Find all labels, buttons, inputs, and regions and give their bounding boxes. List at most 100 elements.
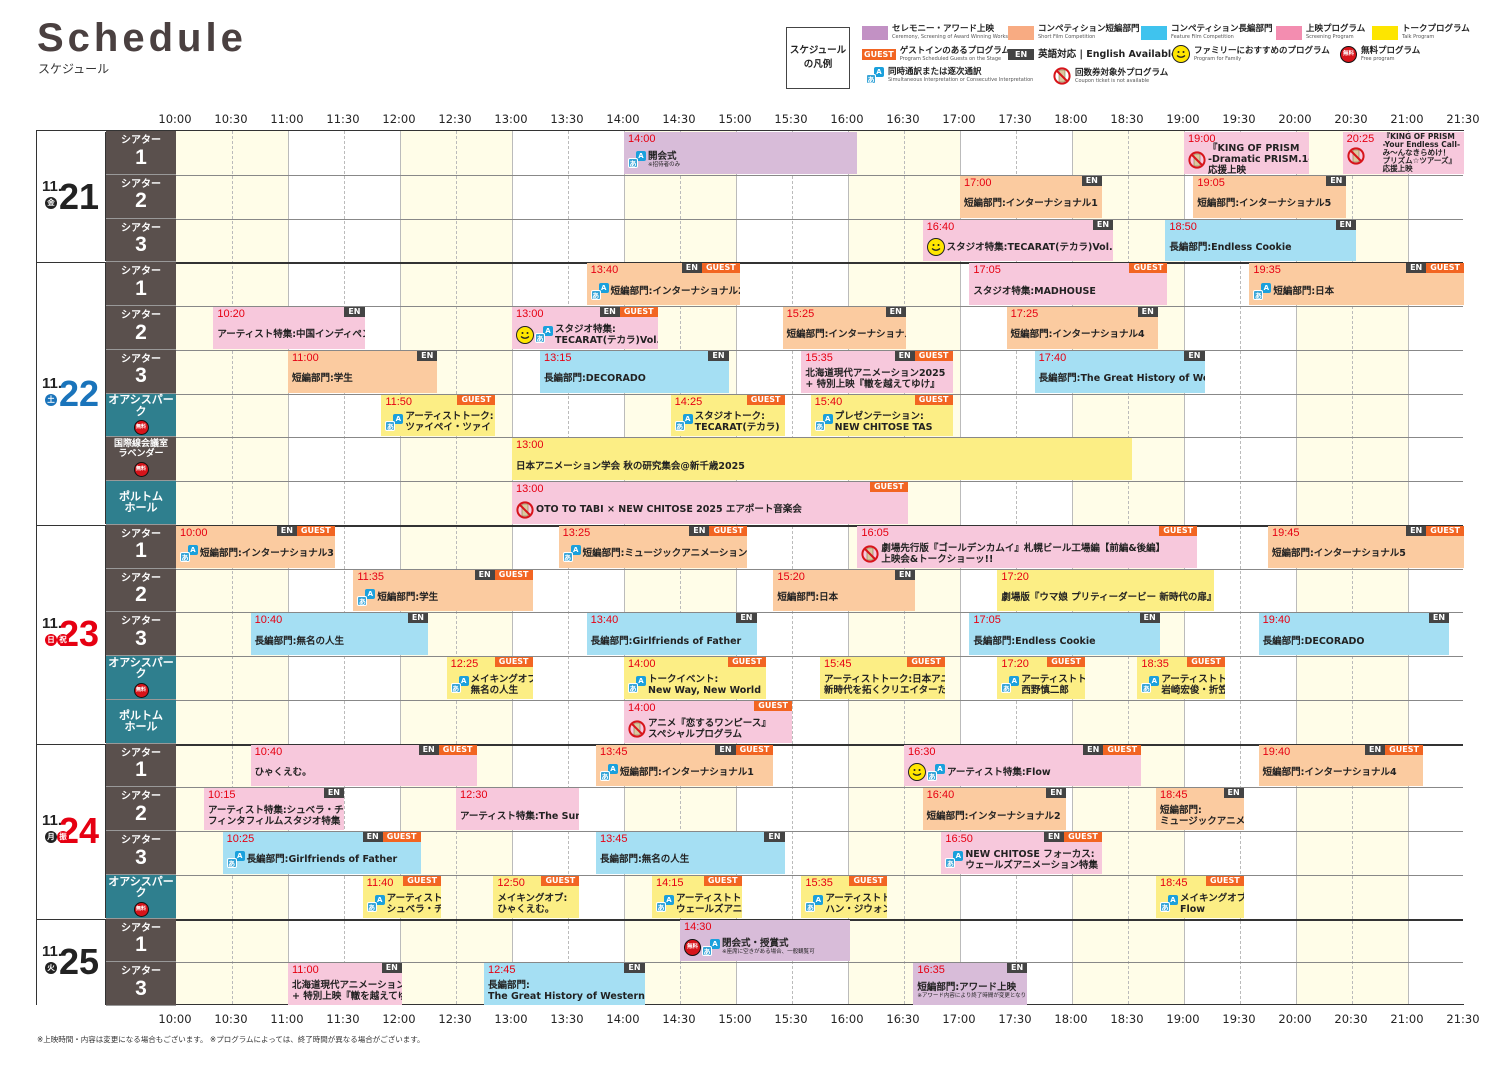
schedule-grid: 11. 21 金シアター 1 14:00 A あ開会式 ※招待者のみ 19:00 『KING OF… — [36, 130, 1464, 1006]
program-block[interactable]: 13:45 EN 長編部門:無名の人生 — [596, 832, 785, 874]
program-block[interactable]: 17:05 EN 長編部門:Endless Cookie — [969, 613, 1160, 655]
start-time: 10:40 — [254, 745, 283, 758]
guest-badge: GUEST — [862, 49, 896, 60]
program-block[interactable]: 10:20 EN アーティスト特集:中国インディペンデント新鋭作家特集 — [213, 307, 365, 349]
program-block[interactable]: 17:40 EN 長編部門:The Great History of Western… — [1034, 350, 1205, 393]
badges: EN GUEST — [599, 307, 658, 317]
program-block[interactable]: 19:05 EN 短編部門:インターナショナル5 — [1193, 175, 1347, 218]
program-block[interactable]: 18:50 EN 長編部門:Endless Cookie — [1165, 219, 1356, 262]
program-block[interactable]: 15:35 EN GUEST 北海道現代アニメーション2025 + 特別上映『轍を越えて… — [801, 350, 953, 393]
program-block[interactable]: 16:35 EN 短編部門:アワード上映 ※アワード内容により終了時間が変更となります — [913, 963, 1028, 1005]
badges: EN GUEST — [418, 744, 477, 755]
program-block[interactable]: 20:25 『KING OF PRISM -Your Endless Call- み～… — [1342, 132, 1464, 174]
program-block[interactable]: 10:00 EN GUEST A あ短編部門:インターナショナル3 — [176, 525, 335, 568]
guest-badge: GUEST — [619, 307, 658, 317]
program-block[interactable]: 12:30 アーティスト特集:The Summer/あの夏 — [456, 788, 580, 830]
venue-label: オアシスパーク 無料 — [106, 393, 176, 438]
interp-a: A — [1149, 676, 1160, 687]
program-title: 短編部門:インターナショナル4 — [1263, 767, 1397, 778]
program-block[interactable]: 13:40 EN GUEST A あ短編部門:インターナショナル2 — [586, 263, 740, 305]
program-block[interactable]: 13:40 EN 長編部門:Girlfriends of Father — [586, 613, 757, 655]
family-icon — [926, 238, 945, 257]
legend-screening: 上映プログラム Screening Program — [1276, 24, 1365, 41]
program-block[interactable]: 10:25 EN GUEST A あ長編部門:Girlfriends of Father — [222, 832, 421, 874]
time-tick-label: 18:30 — [1110, 112, 1144, 126]
venue-name-2: ホール — [124, 501, 158, 515]
program-block[interactable]: 16:05 GUEST 劇場先行版『ゴールデンカムイ』札幌ビール工場編【前編&後編】… — [857, 525, 1198, 568]
program-block[interactable]: 15:45 GUEST アーティストトーク:日本アニメの新時代を拓くクリエイターたち — [820, 657, 946, 699]
title-line: アーティスト特集:The Summer/あの夏 — [460, 810, 579, 822]
program-block[interactable]: 13:25 EN GUEST A あ短編部門:ミュージックアニメーション — [558, 525, 748, 568]
program-block[interactable]: 17:25 EN 短編部門:インターナショナル4 — [1006, 307, 1158, 349]
program-block[interactable]: 16:50 EN GUEST A あ NEW CHITOSE フォーカス: ウェールズアニメ… — [941, 832, 1102, 874]
program-block[interactable]: 11:00 EN 北海道現代アニメーション2025+ 特別上映『轍を越えてゆけ』 — [288, 963, 402, 1005]
program-block[interactable]: 14:00 GUEST アニメ『恋するワンピース』 スペシャルプログラム — [624, 700, 792, 743]
program-block[interactable]: 10:40 EN GUEST ひゃくえむ。 — [250, 744, 477, 787]
program-block[interactable]: 11:50 GUEST A あアーティストトーク: ツァイペイ・ツァイ — [381, 394, 496, 437]
badges: GUEST — [703, 875, 742, 886]
program-block[interactable]: 15:20 EN 短編部門:日本 — [773, 569, 916, 612]
program-block[interactable]: 19:40 EN GUEST 短編部門:インターナショナル4 — [1258, 744, 1423, 787]
time-tick-label: 12:30 — [438, 112, 472, 126]
program-block[interactable]: 15:40 GUEST A あプレゼンテーション: NEW CHITOSE TAS — [810, 394, 953, 437]
guest-badge: GUEST — [869, 482, 908, 492]
program-block[interactable]: 19:35 EN GUEST A あ短編部門:日本 — [1249, 263, 1464, 305]
legend-sub: Program for Family — [1194, 55, 1242, 62]
interp-j: あ — [366, 902, 377, 913]
program-block[interactable]: 13:45 EN GUEST A あ短編部門:インターナショナル1 — [596, 744, 774, 787]
program-block[interactable]: 17:00 EN 短編部門:インターナショナル1 — [960, 175, 1102, 218]
program-block[interactable]: 13:00 EN GUEST A あスタジオ特集: TECARAT(テカラ)Vol.2 — [512, 307, 658, 349]
program-block[interactable]: 17:05 GUEST スタジオ特集:MADHOUSE — [969, 263, 1168, 305]
program-block[interactable]: 19:45 EN GUEST 短編部門:インターナショナル5 — [1268, 525, 1464, 568]
program-block[interactable]: 10:40 EN 長編部門:無名の人生 — [250, 613, 428, 655]
venue-name: シアター — [121, 791, 161, 803]
program-block[interactable]: 10:15 EN アーティスト特集:シュベラ・チャデシュとフィンタフィルムスタジオ特… — [204, 788, 344, 830]
interp-a: A — [188, 545, 198, 556]
program-block[interactable]: 15:25 EN 短編部門:インターナショナル3 — [782, 307, 906, 349]
time-tick-label: 16:30 — [886, 112, 920, 126]
program-block[interactable]: 13:00 GUEST OTO TO TABI × NEW CHITOSE 2025… — [512, 482, 908, 524]
gridline — [680, 131, 681, 1004]
program-block[interactable]: 12:50 GUEST メイキングオブ: ひゃくえむ。 — [493, 875, 580, 918]
gridline — [568, 131, 569, 1004]
program-block[interactable]: 18:45 EN 短編部門:ミュージックアニメーション — [1156, 788, 1244, 830]
program-block[interactable]: 19:00『KING OF PRISM-Dramatic PRISM.1-』応援… — [1184, 132, 1310, 174]
ceremony-swatch — [862, 25, 888, 40]
program-block[interactable]: 11:35 EN GUEST A あ短編部門:学生 — [353, 569, 533, 612]
program-block[interactable]: 19:40 EN 長編部門:DECORADO — [1258, 613, 1450, 655]
program-block[interactable]: 13:00 日本アニメーション学会 秋の研究集会@新千歳2025 — [512, 438, 1132, 480]
time-tick-label: 21:00 — [1390, 1012, 1424, 1026]
program-block[interactable]: 16:40 EN スタジオ特集:TECARAT(テカラ)Vol.1 — [922, 219, 1114, 262]
title-line: NEW CHITOSE フォーカス: — [965, 848, 1095, 860]
badges: EN — [1428, 613, 1450, 624]
en-badge: EN — [323, 788, 344, 799]
family-icon — [908, 763, 926, 782]
program-block[interactable]: 12:45 EN 長編部門: The Great History of Western… — [484, 963, 645, 1005]
program-block[interactable]: 14:30 無料 A あ閉会式・授賞式 ※座席に空きがある場合、一般観覧可 — [680, 919, 850, 962]
badges: GUEST — [403, 875, 442, 886]
program-icons: 無料 A あ — [684, 938, 720, 956]
program-block[interactable]: 16:40 EN 短編部門:インターナショナル2 — [922, 788, 1067, 830]
program-title: スタジオ特集: TECARAT(テカラ)Vol.2 — [555, 324, 658, 346]
date-day: 25 — [59, 941, 100, 983]
time-tick-label: 20:00 — [1278, 1012, 1312, 1026]
legend-ceremony: セレモニー・アワード上映 Ceremony, Screening of Award… — [862, 24, 1008, 41]
program-title: 閉会式・授賞式 ※座席に空きがある場合、一般観覧可 — [722, 938, 815, 956]
program-block[interactable]: 16:30 EN GUEST A あアーティスト特集:Flow — [904, 744, 1142, 787]
program-block[interactable]: 14:00 GUEST A あトークイベント: New Way, New World — [624, 657, 766, 699]
program-block[interactable]: 11:00 EN 短編部門:学生 — [288, 350, 438, 393]
program-block[interactable]: 13:15 EN 長編部門:DECORADO — [540, 350, 729, 393]
program-block[interactable]: 14:25 GUEST A あスタジオトーク: TECARAT(テカラ) — [670, 394, 785, 437]
program-block[interactable]: 14:00 A あ開会式 ※招待者のみ — [624, 132, 858, 174]
program-block[interactable]: 18:45 GUEST A あメイキングオブ: Flow — [1156, 875, 1244, 918]
program-block[interactable]: 17:20 劇場版『ウマ娘 プリティーダービー 新時代の扉』 — [997, 569, 1214, 612]
